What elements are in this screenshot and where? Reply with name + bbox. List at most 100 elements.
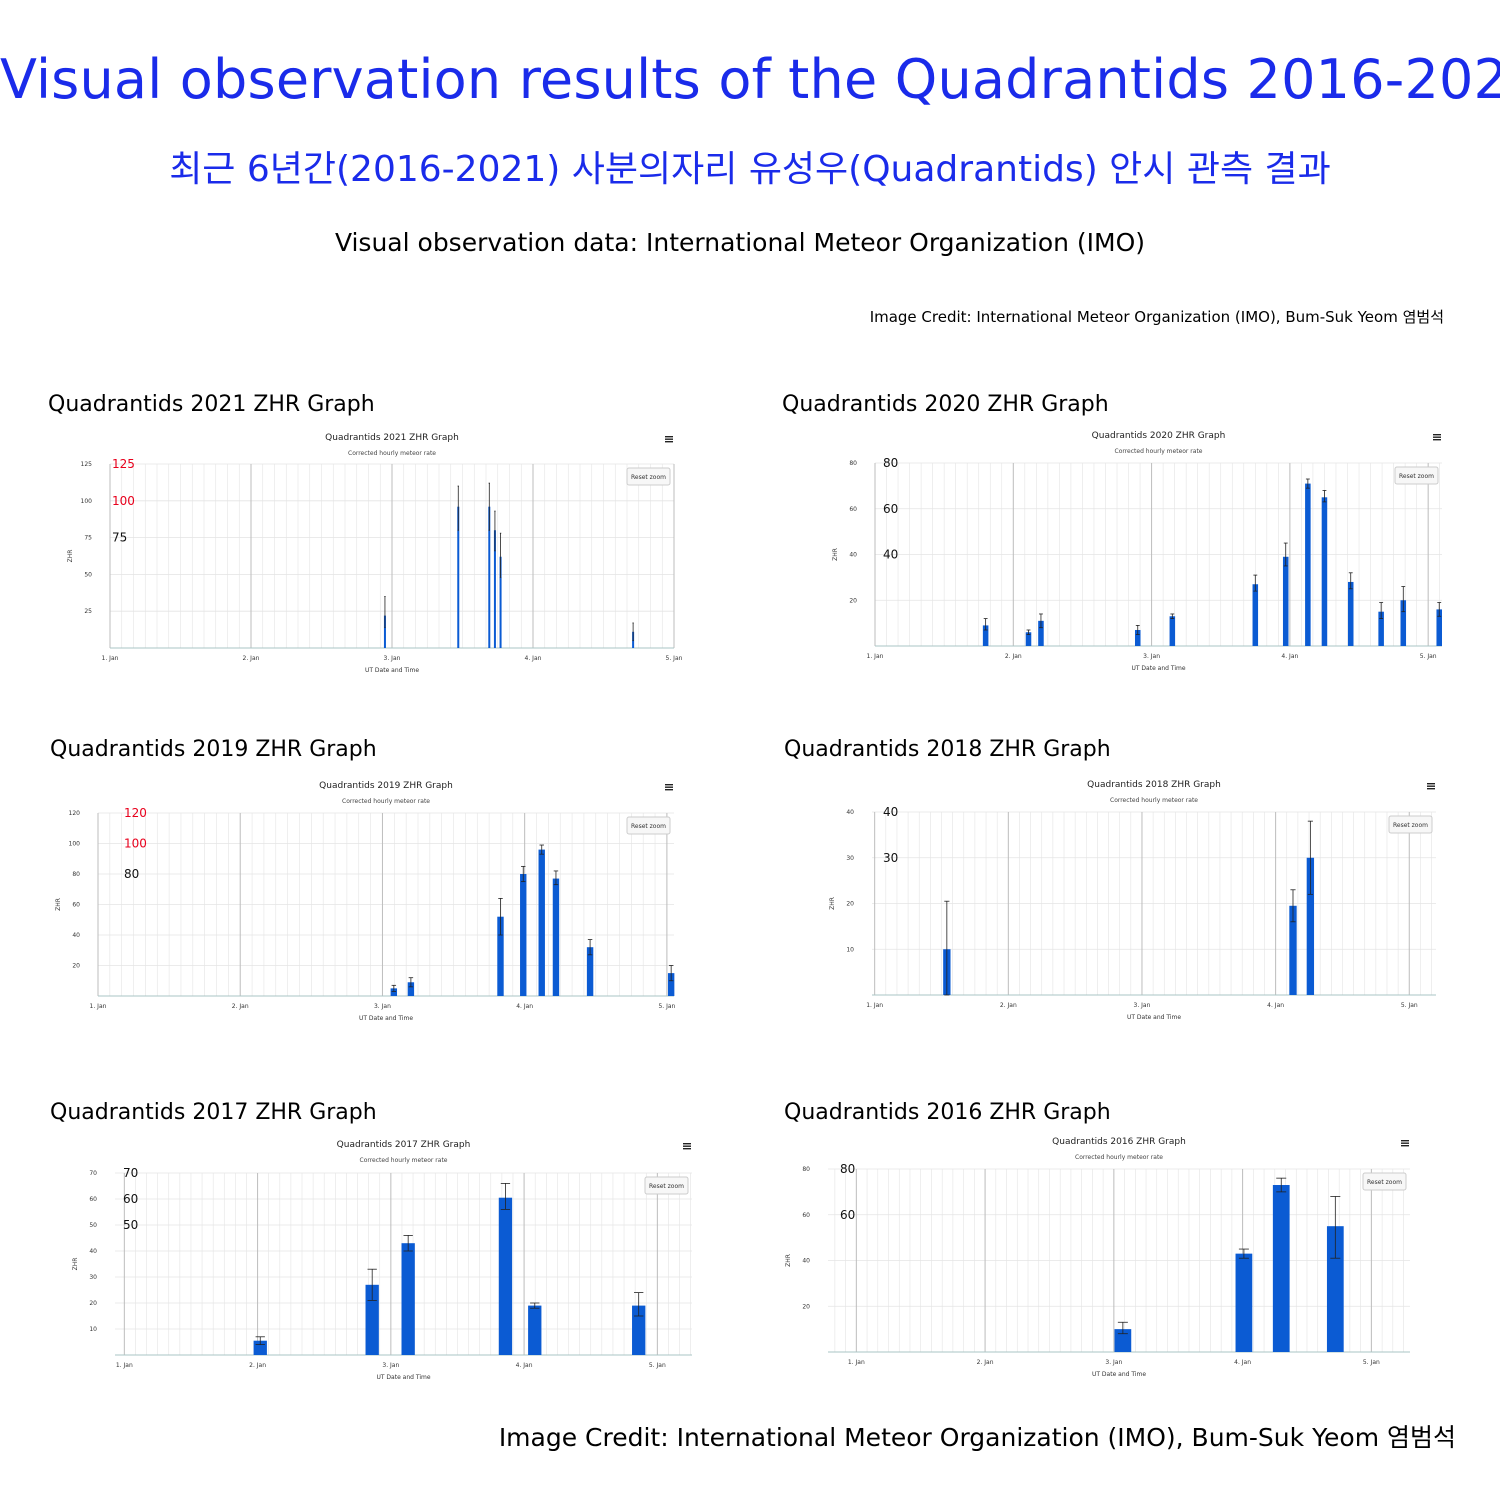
zhr-bar: [390, 988, 398, 996]
y-tick-label: 20: [72, 963, 80, 970]
zhr-bar: [1436, 609, 1442, 646]
x-tick-label: 4. Jan: [516, 1003, 533, 1010]
zhr-chart-2016[interactable]: 1. Jan 2. Jan 3. Jan 4. Jan 5. Jan 20 40 60 80 80…: [785, 1132, 1418, 1380]
menu-icon-line: [665, 438, 673, 440]
reset-zoom-label: Reset zoom: [1393, 822, 1428, 829]
zhr-chart-2019[interactable]: 1. Jan 2. Jan 3. Jan 4. Jan 5. Jan 20 40 60 80 10…: [55, 776, 680, 1024]
menu-icon-line: [665, 784, 673, 786]
hamburger-menu-icon[interactable]: [683, 1143, 691, 1150]
zhr-bar: [497, 916, 504, 996]
zhr-chart-2021[interactable]: 1. Jan 2. Jan 3. Jan 4. Jan 5. Jan 25 50 75 100 1…: [62, 428, 683, 676]
zhr-bar: [1289, 905, 1297, 995]
y-tick-label: 40: [846, 809, 854, 816]
menu-icon-line: [1401, 1145, 1409, 1147]
y-tick-label: 125: [81, 461, 93, 468]
hamburger-menu-icon[interactable]: [665, 784, 673, 791]
chart-subtitle: Corrected hourly meteor rate: [1110, 797, 1198, 804]
x-tick-label: 4. Jan: [525, 655, 542, 662]
overlay-value-label: 100: [112, 494, 135, 508]
zhr-bar: [1347, 581, 1354, 646]
x-axis-title: UT Date and Time: [1127, 1014, 1181, 1021]
overlay-value-label: 30: [883, 851, 898, 865]
y-tick-label: 50: [84, 571, 92, 578]
x-tick-label: 2. Jan: [243, 655, 260, 662]
reset-zoom-button[interactable]: Reset zoom: [644, 1176, 689, 1195]
zhr-chart-2017[interactable]: 1. Jan 2. Jan 3. Jan 4. Jan 5. Jan 10 20 30 40 50…: [72, 1135, 700, 1383]
x-tick-label: 3. Jan: [374, 1003, 391, 1010]
y-tick-label: 60: [802, 1212, 810, 1219]
x-tick-label: 1. Jan: [102, 655, 119, 662]
zhr-bar: [407, 982, 415, 996]
y-tick-label: 80: [849, 460, 857, 467]
x-tick-label: 2. Jan: [232, 1003, 249, 1010]
menu-icon-line: [665, 786, 673, 788]
zhr-bar: [1306, 857, 1315, 995]
chart-title: Quadrantids 2019 ZHR Graph: [319, 781, 453, 791]
chart-title: Quadrantids 2020 ZHR Graph: [1092, 431, 1226, 441]
zhr-bar: [1400, 600, 1407, 646]
y-tick-label: 60: [849, 506, 857, 513]
x-axis-title: UT Date and Time: [376, 1374, 430, 1381]
overlay-value-label: 70: [123, 1166, 138, 1180]
y-tick-label: 100: [81, 498, 93, 505]
zhr-chart-2018[interactable]: 1. Jan 2. Jan 3. Jan 4. Jan 5. Jan 10 20 30 40 40…: [826, 775, 1444, 1023]
x-tick-label: 3. Jan: [1105, 1359, 1122, 1366]
zhr-bar: [1305, 483, 1311, 646]
reset-zoom-label: Reset zoom: [1367, 1179, 1402, 1186]
y-axis-title: ZHR: [67, 550, 74, 563]
zhr-bar: [493, 530, 496, 648]
menu-icon-line: [683, 1148, 691, 1150]
chart-subtitle: Corrected hourly meteor rate: [1075, 1154, 1163, 1161]
hamburger-menu-icon[interactable]: [665, 436, 673, 443]
panel-heading-2016: Quadrantids 2016 ZHR Graph: [784, 1100, 1111, 1125]
x-axis-title: UT Date and Time: [1131, 665, 1185, 672]
reset-zoom-button[interactable]: Reset zoom: [1388, 815, 1433, 834]
hamburger-menu-icon[interactable]: [1427, 783, 1435, 790]
reset-zoom-button[interactable]: Reset zoom: [1362, 1172, 1407, 1191]
x-tick-label: 1. Jan: [867, 653, 884, 660]
x-tick-label: 4. Jan: [1281, 653, 1298, 660]
panel-heading-2018: Quadrantids 2018 ZHR Graph: [784, 737, 1111, 762]
chart-title: Quadrantids 2016 ZHR Graph: [1052, 1137, 1186, 1147]
zhr-bar: [1025, 632, 1032, 646]
chart-svg: 1. Jan 2. Jan 3. Jan 4. Jan 5. Jan 20 40 60 80 80…: [785, 1137, 1410, 1378]
zhr-bar: [1114, 1329, 1132, 1352]
panel-heading-2017: Quadrantids 2017 ZHR Graph: [50, 1100, 377, 1125]
reset-zoom-box: [644, 1176, 689, 1195]
y-tick-label: 40: [72, 932, 80, 939]
y-tick-label: 120: [69, 810, 81, 817]
zhr-bar: [1235, 1253, 1253, 1352]
zhr-bar: [982, 625, 989, 646]
reset-zoom-button[interactable]: Reset zoom: [1394, 466, 1439, 485]
overlay-value-label: 80: [840, 1162, 855, 1176]
chart-subtitle: Corrected hourly meteor rate: [342, 798, 430, 805]
x-tick-label: 2. Jan: [249, 1362, 266, 1369]
reset-zoom-button[interactable]: Reset zoom: [626, 816, 671, 835]
chart-subtitle: Corrected hourly meteor rate: [348, 450, 436, 457]
reset-zoom-box: [1362, 1172, 1407, 1191]
x-tick-label: 5. Jan: [666, 655, 683, 662]
hamburger-menu-icon[interactable]: [1401, 1140, 1409, 1147]
page-title: Visual observation results of the Quadra…: [0, 48, 1500, 111]
overlay-value-label: 80: [883, 456, 898, 470]
zhr-bar: [401, 1243, 415, 1355]
panel-heading-2021: Quadrantids 2021 ZHR Graph: [48, 392, 375, 417]
image-credit-top: Image Credit: International Meteor Organ…: [869, 308, 1444, 326]
hamburger-menu-icon[interactable]: [1433, 434, 1441, 441]
menu-icon-line: [1401, 1142, 1409, 1144]
zhr-chart-2020[interactable]: 1. Jan 2. Jan 3. Jan 4. Jan 5. Jan 20 40 60 80 80…: [830, 426, 1448, 674]
menu-icon-line: [1433, 436, 1441, 438]
chart-title: Quadrantids 2017 ZHR Graph: [337, 1140, 471, 1150]
y-tick-label: 10: [89, 1326, 97, 1333]
x-tick-label: 3. Jan: [384, 655, 401, 662]
overlay-value-label: 120: [124, 806, 147, 820]
zhr-bar: [1038, 620, 1044, 646]
zhr-bar: [1272, 1185, 1290, 1352]
x-tick-label: 3. Jan: [382, 1362, 399, 1369]
zhr-bar: [552, 878, 560, 996]
data-source-line: Visual observation data: International M…: [334, 228, 1146, 257]
x-tick-label: 5. Jan: [1363, 1359, 1380, 1366]
reset-zoom-button[interactable]: Reset zoom: [626, 467, 671, 486]
overlay-value-label: 60: [123, 1192, 138, 1206]
y-axis-title: ZHR: [55, 898, 62, 911]
